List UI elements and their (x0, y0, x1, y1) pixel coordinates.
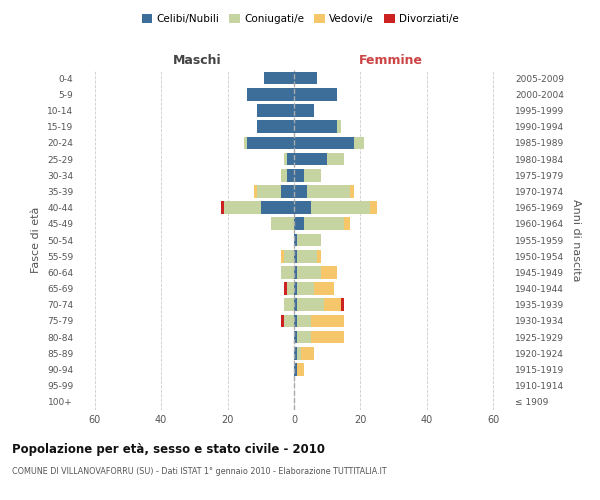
Bar (311, 314, 344, 328)
Bar (298, 347, 301, 360)
Bar (294, 202, 311, 214)
Text: COMUNE DI VILLANOVAFORRU (SU) - Dati ISTAT 1° gennaio 2010 - Elaborazione TUTTIT: COMUNE DI VILLANOVAFORRU (SU) - Dati IST… (12, 468, 386, 476)
Bar (257, 120, 294, 133)
Bar (311, 331, 344, 344)
Bar (281, 266, 294, 278)
Bar (294, 250, 298, 262)
Bar (294, 234, 298, 246)
Bar (294, 266, 298, 278)
Bar (254, 185, 257, 198)
Bar (304, 169, 320, 181)
Bar (304, 218, 344, 230)
Bar (327, 152, 344, 166)
Bar (284, 250, 294, 262)
Bar (261, 202, 294, 214)
Bar (281, 185, 294, 198)
Bar (301, 347, 314, 360)
Bar (354, 136, 364, 149)
Bar (247, 88, 294, 101)
Text: Maschi: Maschi (172, 54, 221, 67)
Bar (320, 266, 337, 278)
Bar (294, 152, 327, 166)
Bar (298, 314, 311, 328)
Bar (287, 152, 294, 166)
Bar (298, 363, 304, 376)
Bar (350, 185, 354, 198)
Bar (294, 104, 314, 117)
Bar (244, 136, 247, 149)
Bar (294, 88, 337, 101)
Bar (294, 347, 298, 360)
Bar (294, 136, 354, 149)
Bar (247, 136, 294, 149)
Bar (298, 250, 317, 262)
Bar (294, 363, 298, 376)
Bar (307, 185, 350, 198)
Bar (294, 218, 304, 230)
Bar (287, 282, 294, 295)
Y-axis label: Anni di nascita: Anni di nascita (571, 198, 581, 281)
Bar (284, 298, 294, 311)
Bar (294, 120, 337, 133)
Bar (294, 185, 307, 198)
Bar (281, 169, 287, 181)
Bar (344, 218, 350, 230)
Bar (287, 169, 294, 181)
Y-axis label: Fasce di età: Fasce di età (31, 207, 41, 273)
Bar (298, 298, 324, 311)
Text: Femmine: Femmine (359, 54, 423, 67)
Bar (337, 120, 341, 133)
Bar (294, 282, 298, 295)
Text: Popolazione per età, sesso e stato civile - 2010: Popolazione per età, sesso e stato civil… (12, 442, 325, 456)
Bar (294, 169, 304, 181)
Bar (257, 104, 294, 117)
Bar (294, 314, 298, 328)
Bar (317, 250, 320, 262)
Bar (370, 202, 377, 214)
Bar (284, 282, 287, 295)
Bar (324, 298, 341, 311)
Bar (298, 282, 314, 295)
Bar (294, 331, 298, 344)
Bar (221, 202, 224, 214)
Bar (311, 202, 370, 214)
Bar (298, 266, 320, 278)
Bar (294, 298, 298, 311)
Bar (298, 234, 320, 246)
Legend: Celibi/Nubili, Coniugati/e, Vedovi/e, Divorziati/e: Celibi/Nubili, Coniugati/e, Vedovi/e, Di… (137, 10, 463, 29)
Bar (224, 202, 261, 214)
Bar (281, 314, 284, 328)
Bar (264, 72, 294, 85)
Bar (341, 298, 344, 311)
Bar (298, 331, 311, 344)
Bar (271, 218, 294, 230)
Bar (284, 152, 287, 166)
Bar (281, 250, 284, 262)
Bar (257, 185, 281, 198)
Bar (314, 282, 334, 295)
Bar (294, 72, 317, 85)
Bar (284, 314, 294, 328)
